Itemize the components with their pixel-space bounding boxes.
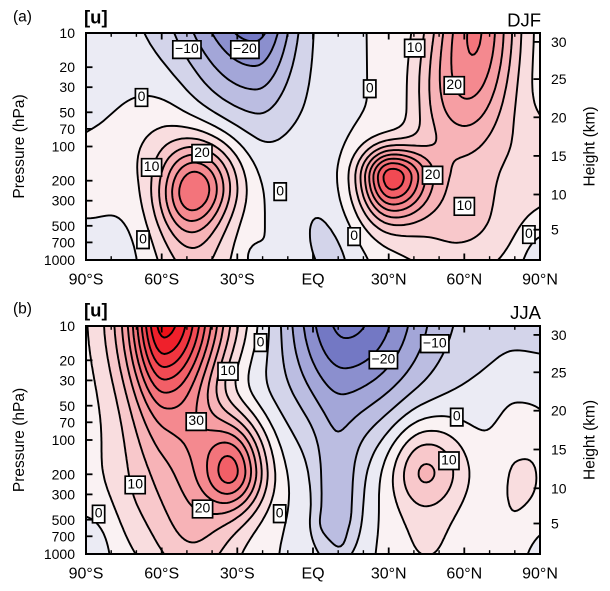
svg-text:20: 20 [551,403,567,419]
svg-text:300: 300 [52,193,76,209]
svg-text:300: 300 [52,487,76,503]
svg-text:(a): (a) [13,9,32,26]
svg-text:20: 20 [425,166,441,182]
svg-text:10: 10 [127,476,143,492]
svg-text:30°S: 30°S [220,272,255,289]
svg-text:−10: −10 [423,334,447,350]
svg-text:0: 0 [366,79,374,95]
svg-text:5: 5 [551,516,559,532]
svg-text:JJA: JJA [510,302,542,323]
svg-text:10: 10 [220,362,236,378]
svg-text:30: 30 [59,79,75,95]
svg-text:DJF: DJF [507,10,541,31]
svg-text:EQ: EQ [301,272,324,289]
svg-text:0: 0 [276,182,284,198]
svg-text:30: 30 [188,412,204,428]
svg-text:200: 200 [52,466,76,482]
svg-text:30°N: 30°N [371,272,407,289]
svg-text:60°S: 60°S [144,272,179,289]
svg-text:0: 0 [139,230,147,246]
svg-text:100: 100 [52,139,76,155]
svg-text:1000: 1000 [44,546,75,562]
svg-text:−20: −20 [233,40,257,56]
svg-text:10: 10 [59,318,75,334]
svg-text:10: 10 [59,25,75,41]
svg-text:90°N: 90°N [522,272,558,289]
svg-text:0: 0 [95,505,103,521]
svg-text:90°N: 90°N [522,566,558,583]
svg-text:50: 50 [59,104,75,120]
svg-text:60°N: 60°N [446,566,482,583]
svg-text:500: 500 [52,512,76,528]
svg-text:−20: −20 [372,350,396,366]
svg-text:30°S: 30°S [220,566,255,583]
svg-text:5: 5 [551,222,559,238]
svg-text:60°N: 60°N [446,272,482,289]
svg-text:(b): (b) [13,301,32,318]
svg-text:70: 70 [59,414,75,430]
svg-text:500: 500 [52,218,76,234]
svg-text:0: 0 [525,225,533,241]
svg-text:90°S: 90°S [69,566,104,583]
svg-text:−10: −10 [175,40,199,56]
svg-text:20: 20 [59,352,75,368]
svg-text:20: 20 [446,76,462,92]
svg-text:20: 20 [551,109,567,125]
svg-text:100: 100 [52,432,76,448]
svg-text:EQ: EQ [301,566,324,583]
svg-text:30: 30 [59,373,75,389]
svg-text:10: 10 [144,158,160,174]
svg-text:700: 700 [52,528,76,544]
svg-text:Height (km): Height (km) [582,106,599,186]
svg-text:10: 10 [407,39,423,55]
svg-text:0: 0 [257,333,265,349]
svg-text:20: 20 [195,500,211,516]
svg-text:Pressure (hPa): Pressure (hPa) [11,94,28,198]
svg-text:25: 25 [551,364,567,380]
svg-text:60°S: 60°S [144,566,179,583]
svg-text:0: 0 [453,408,461,424]
svg-text:0: 0 [276,504,284,520]
svg-text:[u]: [u] [84,300,108,321]
svg-text:200: 200 [52,173,76,189]
svg-text:700: 700 [52,235,76,251]
svg-text:30: 30 [551,327,567,343]
svg-text:10: 10 [551,480,567,496]
svg-text:90°S: 90°S [69,272,104,289]
svg-text:30°N: 30°N [371,566,407,583]
svg-text:15: 15 [551,442,567,458]
svg-text:20: 20 [194,144,210,160]
svg-text:0: 0 [138,88,146,104]
svg-text:20: 20 [59,59,75,75]
svg-text:[u]: [u] [84,7,108,28]
svg-text:70: 70 [59,121,75,137]
svg-text:25: 25 [551,71,567,87]
svg-text:30: 30 [551,34,567,50]
svg-text:Pressure (hPa): Pressure (hPa) [11,388,28,492]
svg-text:0: 0 [350,227,358,243]
svg-text:50: 50 [59,398,75,414]
svg-text:1000: 1000 [44,252,75,268]
svg-text:10: 10 [457,197,473,213]
svg-text:Height (km): Height (km) [582,400,599,480]
svg-text:10: 10 [441,451,457,467]
svg-text:10: 10 [551,187,567,203]
svg-text:15: 15 [551,148,567,164]
